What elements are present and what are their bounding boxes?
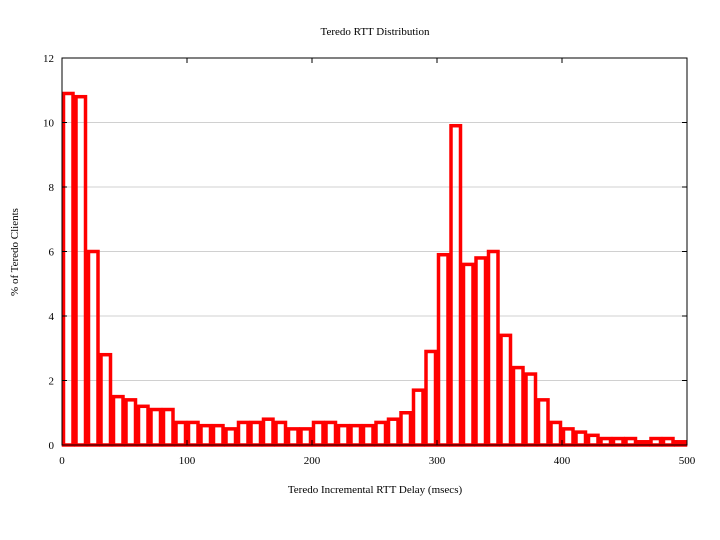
bar — [461, 262, 475, 447]
x-tick-label: 400 — [554, 455, 571, 467]
gridlines — [62, 122, 687, 381]
bar — [99, 352, 113, 447]
y-tick-label: 12 — [43, 53, 54, 65]
bar — [74, 94, 88, 447]
bar — [311, 420, 325, 447]
bar — [286, 427, 300, 447]
bar — [236, 420, 250, 447]
bar — [174, 420, 188, 447]
bar — [599, 436, 613, 447]
bar — [111, 394, 125, 447]
y-tick-label: 10 — [43, 118, 55, 130]
bar — [261, 417, 275, 447]
bar — [624, 436, 638, 447]
bar — [549, 420, 563, 447]
x-tick-label: 300 — [429, 455, 446, 467]
chart-title: Teredo RTT Distribution — [321, 26, 430, 38]
bar — [324, 420, 338, 447]
bar — [386, 417, 400, 447]
bar — [661, 436, 675, 447]
x-tick-label: 500 — [679, 455, 696, 467]
bar — [574, 430, 588, 447]
bar — [486, 249, 500, 447]
bar — [61, 91, 75, 447]
bar — [274, 420, 288, 447]
y-tick-label: 6 — [49, 247, 55, 259]
y-axis-label: % of Teredo Clients — [9, 208, 21, 296]
bar — [136, 404, 150, 447]
x-axis-label: Teredo Incremental RTT Delay (msecs) — [288, 484, 463, 496]
bar — [249, 420, 263, 447]
bar — [149, 407, 163, 447]
bar — [299, 427, 313, 447]
bar — [586, 433, 600, 447]
bar — [224, 427, 238, 447]
bar — [361, 423, 375, 447]
x-tick-label: 200 — [304, 455, 321, 467]
bar — [436, 252, 450, 447]
bar — [349, 423, 363, 447]
bar — [211, 423, 225, 447]
y-tick-label: 4 — [49, 311, 55, 323]
bar — [186, 420, 200, 447]
bar — [199, 423, 213, 447]
bar — [561, 427, 575, 447]
bar — [336, 423, 350, 447]
bars — [61, 91, 688, 447]
bar — [536, 398, 550, 447]
bar — [424, 349, 438, 447]
bar — [374, 420, 388, 447]
x-axis: 0 100 200 300 400 500 — [59, 58, 696, 467]
y-tick-label: 8 — [49, 182, 55, 194]
bar — [474, 256, 488, 447]
bar — [524, 372, 538, 447]
bar — [649, 436, 663, 447]
bar — [161, 407, 175, 447]
y-tick-label: 2 — [49, 376, 55, 388]
bar — [499, 333, 513, 447]
bar — [124, 398, 138, 447]
x-tick-label: 0 — [59, 455, 65, 467]
bar — [86, 249, 100, 447]
bar — [611, 436, 625, 447]
bar — [511, 365, 525, 447]
y-axis: 0 2 4 6 8 10 12 — [43, 53, 687, 452]
x-tick-label: 100 — [179, 455, 196, 467]
bar — [411, 388, 425, 447]
bar — [399, 411, 413, 447]
bar — [449, 123, 463, 447]
y-tick-label: 0 — [49, 440, 55, 452]
